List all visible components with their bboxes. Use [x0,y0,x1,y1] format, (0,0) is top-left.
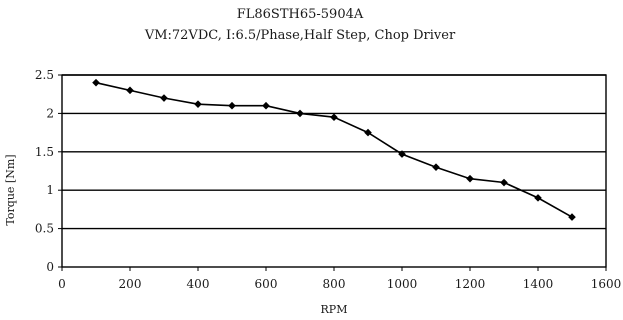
y-tick-label-2: 1 [46,183,54,197]
data-point-0-11 [466,174,474,183]
x-axis-label: RPM [321,303,348,316]
x-tick-label-6: 1200 [455,277,486,291]
y-axis-ticks: 0 0.5 1 1.5 2 2.5 [35,68,62,274]
x-tick-label-7: 1400 [523,277,554,291]
x-axis-ticks: 0 200 400 600 800 1000 1200 1400 1600 [58,267,621,291]
data-point-0-1 [126,86,134,95]
data-point-0-4 [228,101,236,110]
y-tick-label-5: 2.5 [35,68,54,82]
data-point-0-0 [92,78,100,87]
axes [61,74,607,268]
data-point-0-12 [500,178,508,187]
data-point-0-3 [194,100,202,108]
data-point-0-10 [432,163,440,171]
gridlines [62,74,606,230]
y-tick-label-0: 0 [46,260,54,274]
chart-title: FL86STH65-5904A [237,7,364,22]
data-point-0-13 [534,194,542,202]
x-tick-label-8: 1600 [591,277,622,291]
series-torque [92,78,576,221]
y-axis-label: Torque [Nm] [4,154,17,225]
chart-subtitle: VM:72VDC, I:6.5/Phase,Half Step, Chop Dr… [144,28,456,43]
plot-frame [61,74,607,268]
y-tick-label-4: 2 [46,106,54,120]
data-point-0-5 [262,101,270,110]
data-point-0-14 [568,213,576,221]
x-tick-label-4: 800 [323,277,346,291]
x-tick-label-3: 600 [255,277,278,291]
x-tick-label-2: 400 [187,277,210,291]
x-tick-label-5: 1000 [387,277,418,291]
data-point-0-9 [398,150,406,158]
x-tick-label-1: 200 [119,277,142,291]
x-tick-label-0: 0 [58,277,66,291]
data-point-0-8 [364,128,372,137]
data-point-0-2 [160,94,168,102]
data-point-0-7 [330,113,338,122]
y-tick-label-1: 0.5 [35,222,54,236]
data-point-0-6 [296,109,304,118]
y-tick-label-3: 1.5 [35,145,54,159]
series-line-0 [95,81,573,218]
